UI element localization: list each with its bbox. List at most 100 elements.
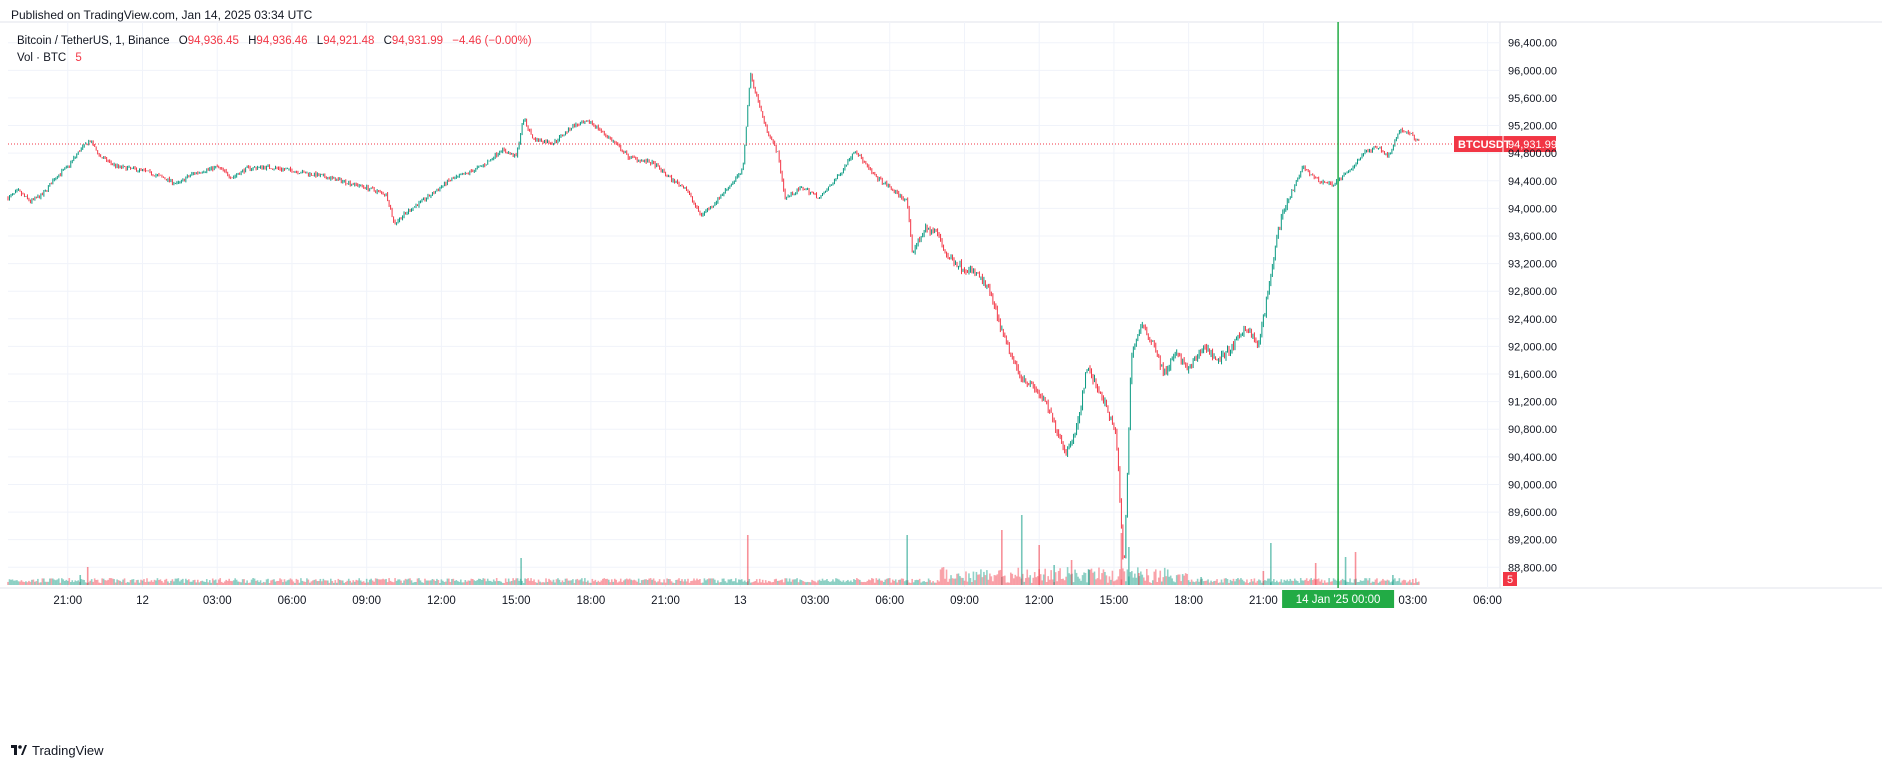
legend-ohlc[interactable]: Bitcoin / TetherUS, 1, Binance O94,936.4…	[17, 35, 532, 47]
volume-bar	[122, 579, 124, 585]
volume-bar	[933, 582, 936, 585]
volume-spike	[520, 558, 522, 585]
volume-bar	[1123, 571, 1126, 585]
volume-bar	[13, 580, 15, 585]
volume-bar	[1334, 579, 1336, 585]
volume-bar	[298, 582, 301, 585]
volume-bar	[340, 580, 343, 585]
volume-bar	[271, 579, 274, 585]
volume-bar	[1394, 578, 1396, 585]
volume-bar	[1377, 582, 1380, 585]
volume-bar	[491, 581, 494, 585]
volume-bar	[805, 582, 807, 585]
volume-bar	[1108, 576, 1111, 585]
volume-bar	[303, 581, 305, 585]
volume-bar	[1376, 578, 1378, 585]
volume-bar	[99, 582, 102, 585]
volume-bar	[1350, 582, 1353, 585]
volume-bar	[132, 579, 135, 585]
volume-bar	[43, 578, 45, 585]
volume-bar	[231, 581, 233, 585]
volume-bar	[1365, 578, 1368, 585]
volume-bar	[350, 582, 353, 585]
volume-bar	[1293, 578, 1296, 585]
legend-volume-label[interactable]: Vol · BTC	[17, 52, 67, 64]
volume-bar	[739, 579, 742, 585]
volume-bar	[150, 580, 153, 585]
volume-bar	[1026, 569, 1029, 585]
volume-bar	[380, 579, 383, 585]
volume-bar	[1062, 578, 1064, 585]
legend-volume[interactable]: Vol · BTC 5	[17, 52, 82, 64]
volume-bar	[310, 581, 313, 585]
volume-bar	[65, 579, 68, 585]
tradingview-logo[interactable]: TradingView	[11, 743, 104, 758]
volume-bar	[821, 578, 824, 585]
x-tick-label: 03:00	[203, 595, 232, 607]
volume-bar	[687, 578, 689, 585]
volume-bar	[524, 578, 526, 585]
x-tick-label: 21:00	[651, 595, 680, 607]
legend-symbol[interactable]: Bitcoin / TetherUS, 1, Binance	[17, 35, 170, 47]
volume-bar	[252, 578, 254, 585]
volume-bar	[1074, 569, 1076, 585]
volume-bar	[1279, 581, 1281, 585]
volume-bar	[428, 580, 431, 585]
volume-bar	[643, 579, 646, 585]
volume-spike	[1200, 577, 1202, 585]
volume-bar	[1213, 581, 1215, 585]
volume-bar	[279, 578, 281, 585]
volume-bar	[809, 582, 812, 585]
volume-bar	[1080, 580, 1082, 585]
volume-bar	[1086, 582, 1088, 585]
volume-bar	[876, 579, 879, 585]
volume-bar	[872, 578, 875, 585]
y-tick-label: 93,600.00	[1508, 231, 1557, 243]
volume-bar	[675, 579, 677, 585]
volume-bar	[321, 581, 323, 585]
volume-bar	[397, 579, 399, 585]
x-tick-label: 12	[136, 595, 149, 607]
volume-bar	[353, 581, 356, 585]
volume-bar	[984, 575, 987, 585]
volume-bar	[1338, 581, 1341, 585]
volume-bar	[504, 578, 507, 585]
volume-bar	[201, 580, 204, 585]
volume-bar	[1131, 571, 1133, 585]
volume-bar	[335, 582, 338, 585]
legend-change: −4.46 (−0.00%)	[452, 35, 532, 47]
volume-bar	[11, 579, 14, 585]
volume-bar	[1247, 582, 1250, 585]
volume-bar	[167, 581, 169, 585]
volume-spike	[906, 535, 908, 585]
volume-bar	[853, 579, 855, 585]
volume-bar	[1415, 578, 1417, 585]
volume-bar	[615, 579, 618, 585]
volume-bar	[1141, 574, 1144, 585]
volume-bar	[128, 582, 130, 585]
volume-bar	[458, 581, 461, 585]
volume-bar	[705, 580, 707, 585]
volume-bar	[113, 579, 115, 585]
axes: 96,400.00 96,000.00 95,600.00 95,200.00 94,8…	[53, 38, 1557, 607]
volume-bar	[225, 579, 227, 585]
y-tick-label: 95,600.00	[1508, 93, 1557, 105]
volume-bar	[507, 578, 510, 585]
volume-bar	[1319, 581, 1321, 585]
volume-bar	[7, 581, 9, 585]
volume-bar	[448, 578, 450, 585]
volume-bar	[714, 579, 716, 585]
volume-bar	[546, 581, 549, 585]
volume-bar	[787, 581, 789, 585]
volume-bar	[291, 579, 293, 585]
volume-bar	[767, 580, 770, 585]
volume-bar	[999, 569, 1002, 585]
x-tick-label: 18:00	[1174, 595, 1203, 607]
tradingview-logo-icon	[11, 745, 27, 755]
volume-bar	[1417, 581, 1420, 585]
volume-spike	[1038, 545, 1040, 585]
volume-bar	[1244, 582, 1247, 585]
volume-bar	[1228, 582, 1230, 585]
legend-close: 94,931.99	[391, 35, 444, 47]
